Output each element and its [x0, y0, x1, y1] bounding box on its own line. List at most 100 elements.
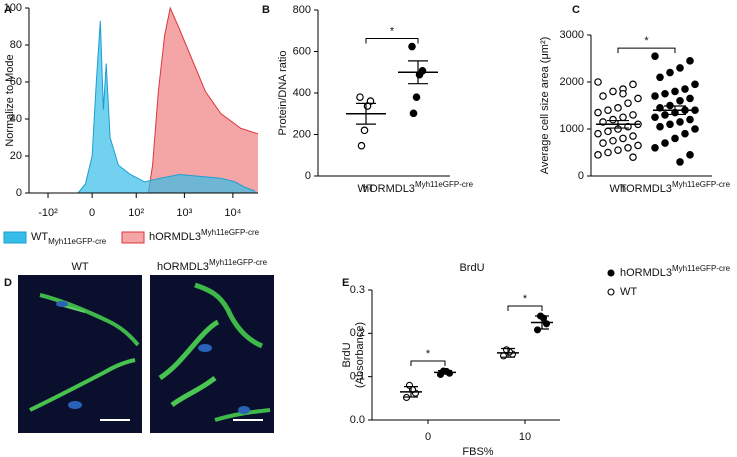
legend-label-main: hORMDL3: [149, 231, 201, 243]
y-tick-label: 2000: [560, 76, 584, 88]
data-point: [360, 126, 369, 135]
significance-bracket: [365, 38, 419, 44]
y-tick-label: 0: [578, 170, 584, 182]
x-tick-label-sup: Myh11eGFP-cre: [672, 180, 731, 189]
image-label: hORMDL3Myh11eGFP-cre: [157, 258, 268, 273]
x-tick-label: WT: [357, 183, 374, 195]
y-tick-label: 80: [10, 39, 22, 51]
error-bar: [356, 102, 376, 125]
significance-bracket: [507, 305, 543, 311]
y-tick-label: 100: [4, 2, 22, 14]
error-bar: [438, 370, 452, 375]
data-point: [651, 92, 659, 100]
x-tick-label: hORMDL3Myh11eGFP-cre: [620, 180, 731, 195]
data-point: [651, 144, 659, 152]
nucleus: [68, 401, 82, 409]
x-tick-label: 10²: [128, 207, 144, 219]
data-point: [676, 64, 684, 72]
y-tick-label: 0.1: [350, 371, 365, 383]
x-tick-label: 0: [89, 207, 95, 219]
data-point: [671, 87, 679, 96]
image-label-main: WT: [71, 261, 88, 273]
significance-label: *: [390, 25, 395, 37]
image-label-sup: Myh11eGFP-cre: [209, 258, 268, 267]
y-tick-label: 0: [16, 187, 22, 199]
image-background: [150, 275, 274, 433]
y-tick-label: 200: [293, 128, 311, 140]
data-point: [594, 78, 602, 86]
data-point: [676, 97, 684, 105]
data-point: [651, 113, 659, 122]
data-point: [594, 151, 602, 159]
x-tick-label: 10³: [176, 207, 192, 219]
panel-letter: D: [4, 277, 12, 289]
y-tick-label: 800: [293, 4, 311, 16]
data-point: [676, 118, 684, 126]
cell: [194, 282, 264, 349]
data-point: [408, 42, 416, 51]
y-axis-label: BrdU: [341, 342, 353, 367]
data-point: [409, 109, 418, 118]
error-bar: [404, 386, 418, 398]
cell: [29, 358, 136, 412]
data-point: [656, 73, 664, 82]
data-point: [656, 122, 664, 131]
data-point: [594, 108, 602, 117]
data-point: [691, 80, 699, 89]
legend-label-main: WT: [31, 231, 48, 243]
panel-letter: A: [4, 4, 12, 16]
data-point: [634, 94, 642, 103]
data-point: [676, 158, 684, 166]
error-bar: [408, 60, 428, 85]
y-tick-label: 1000: [560, 123, 584, 135]
legend-marker: [607, 269, 615, 277]
y-axis-label: Protein/DNA ratio: [277, 51, 289, 136]
data-point: [686, 94, 694, 103]
cell: [158, 319, 220, 381]
y-tick-label: 400: [293, 87, 311, 99]
data-point: [499, 352, 508, 360]
x-axis-label: FBS%: [462, 446, 493, 457]
legend-label-main: WT: [620, 286, 637, 298]
data-point: [614, 104, 622, 112]
significance-label: *: [523, 293, 528, 305]
data-point: [542, 320, 551, 328]
data-point: [651, 52, 659, 60]
panel-letter: C: [572, 4, 580, 16]
y-tick-label: 600: [293, 45, 311, 57]
data-point: [681, 129, 689, 138]
y-axis-label: (Absorbance): [354, 322, 366, 388]
legend-marker: [607, 288, 615, 296]
data-point: [599, 92, 607, 100]
y-tick-label: 0.2: [350, 327, 365, 339]
nucleus: [238, 406, 250, 414]
data-point: [671, 134, 679, 143]
significance-label: *: [426, 348, 431, 360]
data-point: [599, 139, 607, 147]
x-tick-label-main: hORMDL3: [363, 183, 415, 195]
data-point: [624, 99, 632, 107]
data-point: [356, 93, 364, 101]
legend-label-main: hORMDL3: [620, 267, 672, 279]
data-point: [614, 146, 622, 154]
data-point: [686, 115, 694, 124]
data-point: [533, 326, 542, 334]
legend-label: WTMyh11eGFP-cre: [31, 231, 107, 246]
legend-swatch: [3, 231, 27, 244]
error-bar: [607, 119, 629, 129]
data-point: [691, 125, 699, 133]
panel-letter: E: [342, 277, 349, 289]
data-point: [619, 134, 627, 143]
legend-label-sup: Myh11eGFP-cre: [201, 228, 260, 237]
legend-label: WT: [620, 286, 637, 298]
area-fill: [148, 8, 258, 193]
data-point: [686, 57, 694, 65]
error-bar: [664, 105, 686, 116]
image-label-main: hORMDL3: [157, 261, 209, 273]
y-tick-label: 0: [305, 170, 311, 182]
x-tick-label-sup: Myh11eGFP-cre: [415, 180, 474, 189]
data-point: [666, 120, 674, 129]
y-axis-label: Normalize to Mode: [4, 54, 16, 146]
